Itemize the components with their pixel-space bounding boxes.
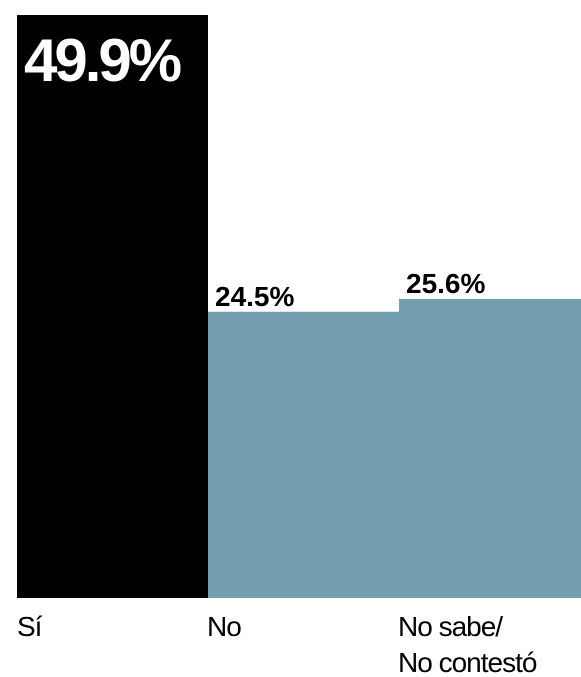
bar-2 bbox=[208, 311, 399, 598]
value-labels-group: 49.9% 24.5% 25.6% bbox=[24, 27, 485, 312]
bar-3 bbox=[399, 298, 581, 598]
category-labels-group: Sí No No sabe/No contestó bbox=[17, 611, 538, 677]
bars-group bbox=[17, 15, 581, 598]
bar-1 bbox=[17, 15, 208, 598]
value-label-2: 24.5% bbox=[215, 281, 294, 312]
category-label-3-line-2: No contestó bbox=[398, 647, 537, 677]
category-label-2: No bbox=[207, 611, 241, 642]
value-label-3: 25.6% bbox=[406, 268, 485, 299]
category-label-3-line-1: No sabe/ bbox=[398, 611, 503, 642]
value-label-1: 49.9% bbox=[24, 27, 181, 94]
category-label-1: Sí bbox=[17, 611, 43, 642]
